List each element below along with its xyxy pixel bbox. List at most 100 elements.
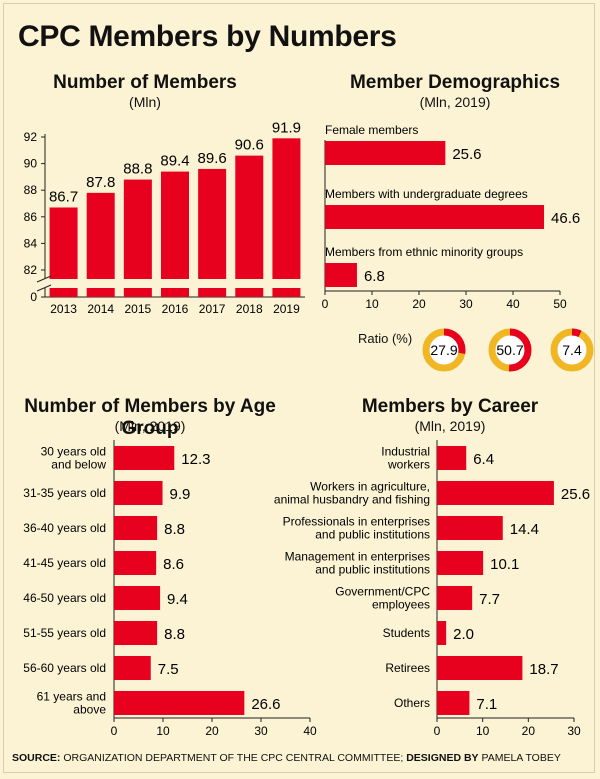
demographics-x-tick-label: 10 — [365, 297, 379, 311]
age-category-label: 30 years old — [41, 445, 106, 459]
members-bar — [235, 155, 264, 297]
age-bar-value-label: 9.4 — [167, 591, 188, 608]
age-bar — [114, 586, 161, 610]
age-bar — [114, 481, 163, 505]
designer-name: PAMELA TOBEY — [481, 752, 561, 764]
demographics-bar-value-label: 6.8 — [364, 268, 385, 285]
demographics-bar — [325, 205, 545, 229]
members-bar-value-label: 89.4 — [160, 153, 189, 170]
age-category-label: 31-35 years old — [23, 486, 106, 500]
age-category-label: 41-45 years old — [23, 556, 106, 570]
age-bar — [114, 691, 245, 715]
career-bar-value-label: 2.0 — [453, 626, 474, 643]
members-bar-value-label: 89.6 — [198, 150, 227, 167]
career-category-label: Management in enterprises — [285, 550, 430, 564]
ratio-donut-value: 50.7 — [496, 342, 523, 358]
age-bar — [114, 551, 157, 575]
demographics-category-label: Members from ethnic minority groups — [325, 245, 523, 259]
demographics-bar — [325, 141, 446, 165]
members-y-tick-label: 90 — [24, 157, 38, 171]
demographics-chart-title: Member Demographics — [349, 72, 561, 93]
career-bar — [437, 516, 503, 540]
career-category-label: Retirees — [385, 661, 430, 675]
age-category-label: 46-50 years old — [23, 591, 106, 605]
ratio-label: Ratio (%) — [358, 331, 413, 346]
members-chart-title: Number of Members — [53, 72, 237, 93]
infographic-frame — [3, 3, 595, 773]
demographics-bar-value-label: 46.6 — [551, 210, 580, 227]
age-bar-value-label: 8.8 — [164, 626, 185, 643]
members-y-tick-label: 82 — [24, 263, 38, 277]
age-category-label: above — [73, 703, 106, 717]
members-axis-break-mark — [36, 275, 52, 292]
members-bar — [198, 168, 227, 297]
ratio-donut-fill — [488, 328, 532, 372]
demographics-category-label: Members with undergraduate degrees — [325, 187, 528, 201]
members-bar-value-label: 87.8 — [86, 174, 115, 191]
career-category-label: Others — [394, 696, 430, 710]
source-text: ORGANIZATION DEPARTMENT OF THE CPC CENTR… — [63, 752, 404, 764]
members-x-tick-label: 2015 — [125, 302, 152, 316]
career-bar-value-label: 7.7 — [479, 591, 500, 608]
career-bar — [437, 586, 473, 610]
career-bar — [437, 551, 484, 575]
members-x-tick-label: 2013 — [50, 302, 77, 316]
demographics-x-tick-label: 50 — [553, 297, 567, 311]
members-bar-value-label: 86.7 — [49, 188, 78, 205]
career-x-tick-label: 20 — [522, 724, 536, 738]
age-x-tick-label: 0 — [111, 724, 118, 738]
ratio-donut-fill — [422, 328, 466, 372]
demographics-category-label: Female members — [325, 123, 418, 137]
demographics-x-tick-label: 40 — [506, 297, 520, 311]
age-category-label: 36-40 years old — [23, 521, 106, 535]
age-bar-value-label: 26.6 — [251, 696, 280, 713]
career-chart-title: Members by Career — [361, 396, 539, 417]
demographics-x-tick-label: 0 — [322, 297, 329, 311]
age-bar — [114, 621, 158, 645]
age-bar-value-label: 12.3 — [181, 451, 210, 468]
age-x-tick-label: 40 — [303, 724, 317, 738]
main-title: CPC Members by Numbers — [18, 20, 397, 53]
demographics-bar — [325, 263, 357, 287]
ratio-donut-value: 27.9 — [430, 342, 457, 358]
source-prefix: SOURCE: — [12, 752, 61, 764]
demographics-x-tick-label: 20 — [412, 297, 426, 311]
career-bar — [437, 481, 554, 505]
age-x-tick-label: 20 — [205, 724, 219, 738]
age-chart-subtitle: (Mln, 2019) — [114, 418, 186, 434]
age-chart-title: Number of Members by Age Group — [24, 396, 276, 439]
age-category-label: 56-60 years old — [23, 661, 106, 675]
career-category-label: Government/CPC — [335, 585, 430, 599]
career-bar-value-label: 14.4 — [510, 521, 539, 538]
career-chart-subtitle: (Mln, 2019) — [414, 418, 486, 434]
demographics-x-tick-label: 30 — [459, 297, 473, 311]
age-bar — [114, 446, 175, 470]
age-bar-value-label: 7.5 — [158, 661, 179, 678]
members-x-tick-label: 2014 — [87, 302, 114, 316]
demographics-chart-subtitle: (Mln, 2019) — [419, 94, 491, 110]
members-y-tick-label: 88 — [24, 183, 38, 197]
career-category-label: and public institutions — [315, 563, 430, 577]
career-x-tick-label: 30 — [567, 724, 581, 738]
age-bar-value-label: 9.9 — [170, 486, 191, 503]
career-x-tick-label: 10 — [476, 724, 490, 738]
age-category-label: 51-55 years old — [23, 626, 106, 640]
age-x-tick-label: 10 — [156, 724, 170, 738]
source-line: SOURCE: ORGANIZATION DEPARTMENT OF THE C… — [12, 752, 561, 764]
career-bar-value-label: 10.1 — [490, 556, 519, 573]
members-bar — [123, 179, 152, 297]
members-y-tick-label: 92 — [24, 130, 38, 144]
members-x-tick-label: 2016 — [162, 302, 189, 316]
members-y-tick-label: 86 — [24, 210, 38, 224]
members-bar-value-label: 90.6 — [235, 137, 264, 154]
members-bar — [272, 138, 301, 297]
career-bar — [437, 621, 447, 645]
career-category-label: employees — [372, 598, 430, 612]
members-y-tick-label: 84 — [24, 236, 38, 250]
members-x-tick-label: 2018 — [236, 302, 263, 316]
career-category-label: animal husbandry and fishing — [274, 493, 430, 507]
demographics-bar-value-label: 25.6 — [452, 146, 481, 163]
career-bar — [437, 656, 523, 680]
career-category-label: workers — [387, 458, 430, 472]
